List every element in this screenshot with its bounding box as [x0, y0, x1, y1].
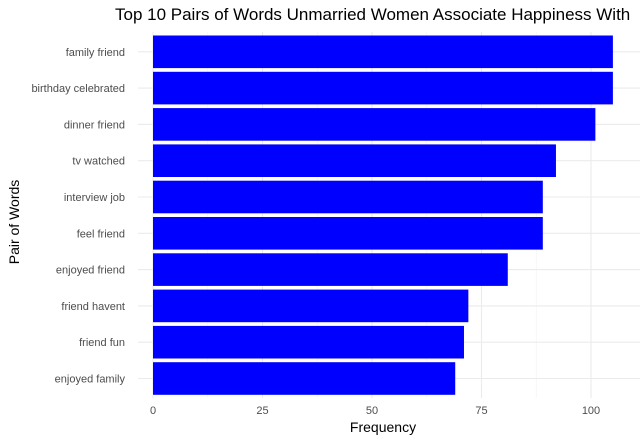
- x-tick-label: 50: [366, 405, 378, 417]
- y-tick-label: friend fun: [79, 337, 125, 349]
- chart-title: Top 10 Pairs of Words Unmarried Women As…: [115, 5, 630, 24]
- bar-enjoyed-friend: [153, 253, 508, 286]
- y-tick-label: birthday celebrated: [31, 83, 125, 95]
- bar-family-friend: [153, 35, 613, 69]
- x-axis-title: Frequency: [350, 419, 416, 435]
- y-tick-label: tv watched: [72, 156, 125, 168]
- x-tick-labels: 0 25 50 75 100: [150, 405, 600, 417]
- bar-tv-watched: [153, 144, 556, 177]
- y-tick-label: interview job: [64, 192, 125, 204]
- y-tick-label: enjoyed friend: [56, 265, 125, 277]
- y-axis-title: Pair of Words: [6, 180, 22, 265]
- bar-dinner-friend: [153, 108, 596, 141]
- bar-enjoyed-family: [153, 362, 456, 395]
- bars: [153, 35, 613, 395]
- y-tick-label: enjoyed family: [55, 374, 126, 386]
- bar-interview-job: [153, 180, 543, 214]
- x-tick-label: 75: [475, 405, 487, 417]
- y-tick-label: friend havent: [61, 301, 125, 313]
- bar-friend-fun: [153, 325, 464, 359]
- bar-birthday-celebrated: [153, 71, 613, 105]
- bar-friend-havent: [153, 289, 469, 323]
- x-tick-label: 0: [150, 405, 156, 417]
- y-tick-labels: family friend birthday celebrated dinner f…: [31, 47, 125, 386]
- y-tick-label: family friend: [66, 47, 125, 59]
- x-tick-label: 25: [256, 405, 268, 417]
- y-tick-label: dinner friend: [64, 119, 125, 131]
- bar-feel-friend: [153, 217, 543, 250]
- x-tick-label: 100: [582, 405, 600, 417]
- y-tick-label: feel friend: [77, 228, 125, 240]
